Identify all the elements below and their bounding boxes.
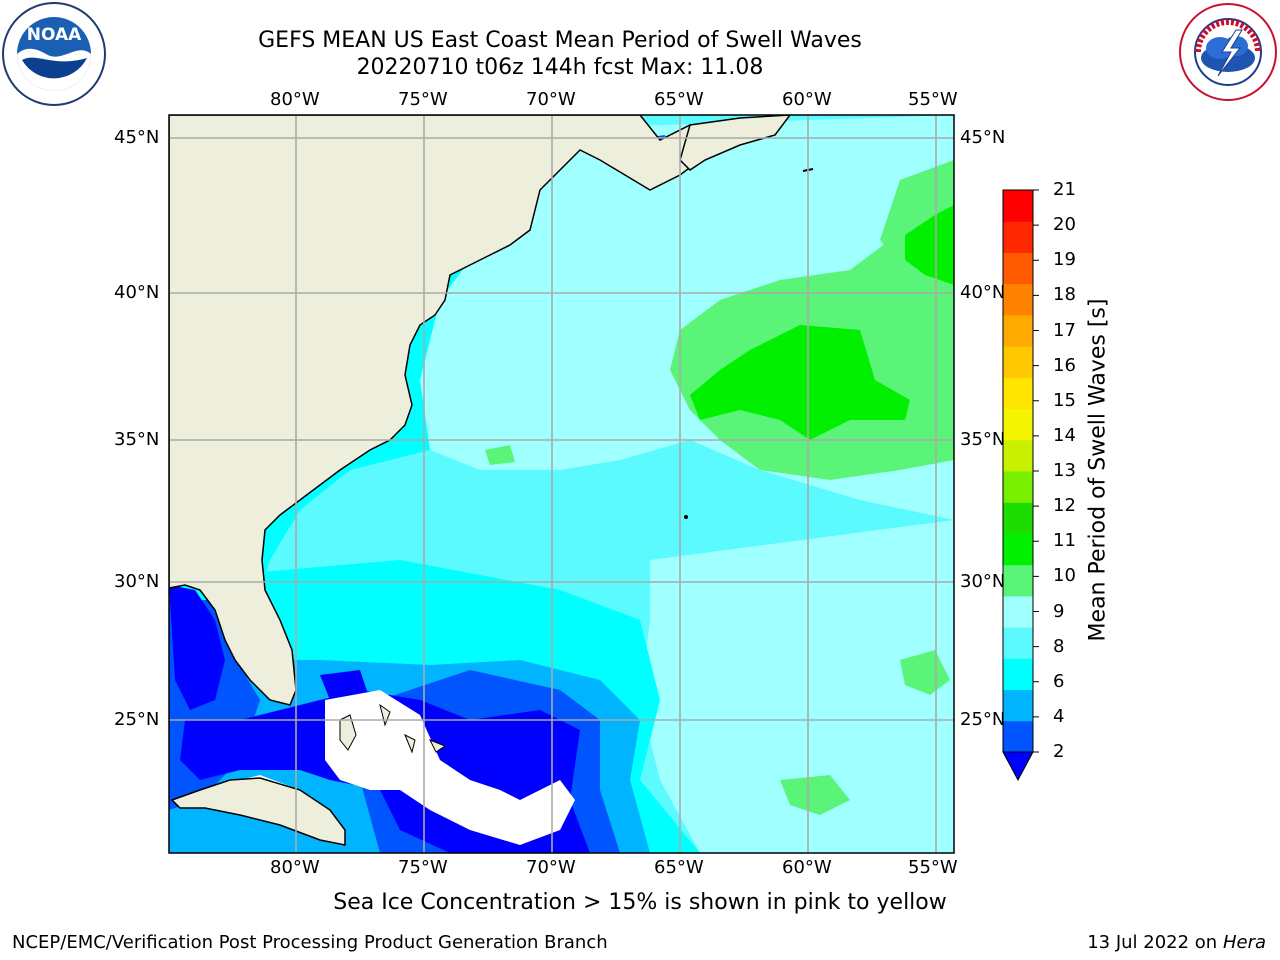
lon-label-bottom: 55°W [908,857,958,878]
colorbar-tick-label: 12 [1053,495,1076,517]
swell-region-8-9s-south [640,520,954,853]
colorbar-swatch [1003,564,1033,597]
colorbar-tick-label: 18 [1053,284,1076,306]
lon-label-top: 65°W [654,89,704,110]
date-stamp: 13 Jul 2022 on Hera [1087,932,1266,953]
lat-label-right: 40°N [960,282,1006,303]
lon-label-top: 80°W [270,89,320,110]
no-data-region [325,690,575,845]
chart-title: GEFS MEAN US East Coast Mean Period of S… [258,28,862,53]
colorbar-swatch [1003,689,1033,722]
colorbar-tick-label: 14 [1053,424,1076,446]
lon-label-top: 70°W [526,89,576,110]
colorbar-swatch [1003,502,1033,534]
lat-label-left: 40°N [114,282,160,303]
colorbar-swatch [1003,283,1033,316]
lat-label-left: 35°N [114,429,160,450]
colorbar-tick-label: 20 [1053,214,1076,236]
colorbar-swatch [1003,408,1033,441]
chart-subtitle: 20220710 t06z 144h fcst Max: 11.08 [356,55,764,80]
colorbar-tick-label: 6 [1053,670,1065,692]
lon-label-top: 60°W [782,89,832,110]
lat-label-right: 35°N [960,429,1006,450]
lon-label-bottom: 65°W [654,857,704,878]
lon-label-bottom: 80°W [270,857,320,878]
swell-region-10-11s [690,325,910,440]
colorbar-swatch [1003,377,1033,410]
noaa-logo-text: NOAA [27,25,82,45]
colorbar-tick-label: 15 [1053,389,1076,411]
lon-label-top: 75°W [398,89,448,110]
colorbar-swatch [1003,627,1033,659]
land-nova-scotia [679,115,791,171]
map-frame [168,114,955,854]
colorbar [1002,189,1039,782]
lat-label-left: 30°N [114,571,160,592]
lat-label-right: 30°N [960,571,1006,592]
colorbar-swatch [1003,221,1033,253]
lat-label-right: 45°N [960,127,1006,148]
colorbar-swatch [1003,252,1033,285]
colorbar-swatch [1003,658,1033,691]
colorbar-swatch [1003,314,1033,347]
colorbar-tick-label: 2 [1053,741,1065,762]
colorbar-tick-label: 13 [1053,460,1076,481]
colorbar-swatch [1003,595,1033,628]
lat-label-left: 45°N [114,127,160,148]
colorbar-swatch [1003,471,1033,503]
map-panel [169,115,954,853]
credit-text: NCEP/EMC/Verification Post Processing Pr… [12,932,608,953]
lon-label-bottom: 75°W [398,857,448,878]
colorbar-swatch [1003,190,1033,222]
colorbar-tick-label: 16 [1053,354,1076,376]
colorbar-swatch [1003,533,1033,566]
colorbar-tick-label: 21 [1053,179,1076,200]
land-cuba [170,777,346,846]
colorbar-swatch [1003,439,1033,472]
land-bermuda [684,515,688,519]
noaa-logo: NOAA [2,2,106,106]
graticule [169,115,954,853]
nws-logo [1178,2,1278,102]
colorbar-tick-label: 9 [1053,600,1065,622]
land-bahamas [339,714,357,751]
colorbar-under-triangle [1002,751,1034,782]
lon-label-bottom: 70°W [526,857,576,878]
colorbar-label: Mean Period of Swell Waves [s] [1085,298,1111,642]
lon-label-bottom: 60°W [782,857,832,878]
lat-label-right: 25°N [960,709,1006,730]
date-text: 13 Jul 2022 on [1087,932,1223,953]
colorbar-swatch [1003,720,1033,753]
colorbar-tick-label: 19 [1053,249,1076,271]
land-north-america [169,115,701,706]
colorbar-tick-label: 8 [1053,635,1065,657]
colorbar-swatch [1003,346,1033,378]
colorbar-tick-label: 11 [1053,530,1076,552]
sea-ice-note: Sea Ice Concentration > 15% is shown in … [333,890,947,915]
lat-label-left: 25°N [114,709,160,730]
colorbar-tick-label: 17 [1053,319,1076,341]
lon-label-top: 55°W [908,89,958,110]
machine-name: Hera [1222,932,1266,953]
colorbar-tick-label: 10 [1053,565,1076,587]
colorbar-tick-label: 4 [1053,705,1065,727]
